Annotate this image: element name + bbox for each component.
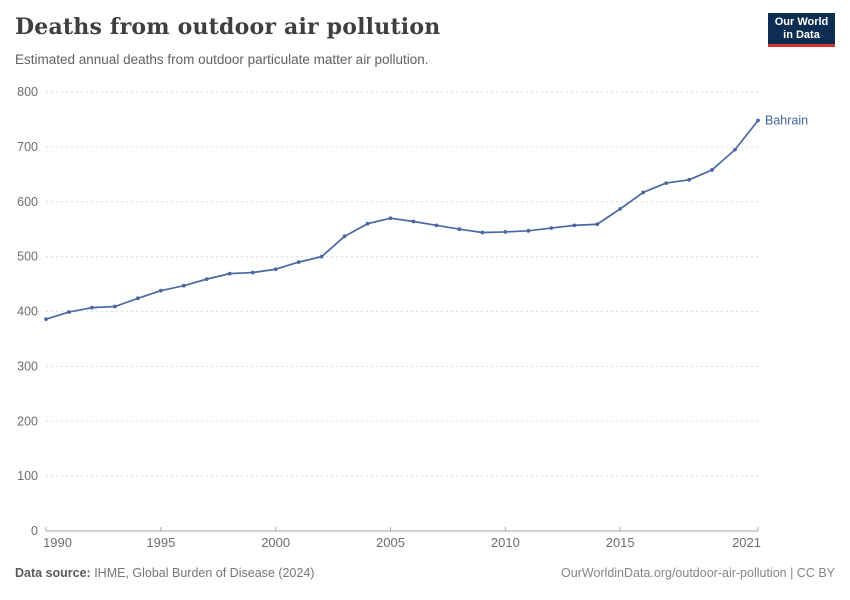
y-tick-label: 700 [17, 140, 38, 154]
data-point[interactable] [595, 222, 600, 227]
x-tick-label: 1995 [146, 535, 175, 550]
x-tick-label: 2010 [491, 535, 520, 550]
y-tick-label: 300 [17, 359, 38, 373]
chart-subtitle: Estimated annual deaths from outdoor par… [15, 52, 429, 67]
y-tick-label: 100 [17, 469, 38, 483]
data-point[interactable] [90, 305, 94, 310]
data-point[interactable] [296, 260, 301, 265]
y-tick-label: 400 [17, 305, 38, 319]
y-tick-label: 800 [17, 85, 38, 99]
data-point[interactable] [756, 118, 760, 123]
data-point[interactable] [618, 206, 623, 211]
data-point[interactable] [181, 283, 186, 288]
data-point[interactable] [113, 304, 117, 309]
data-point[interactable] [664, 181, 669, 185]
chart-footer: Data source: IHME, Global Burden of Dise… [15, 566, 835, 580]
x-tick-label: 1990 [43, 535, 72, 550]
data-source-value: IHME, Global Burden of Disease (2024) [90, 566, 315, 580]
x-tick-label: 2021 [732, 535, 761, 550]
owid-logo-line2: in Data [783, 29, 820, 41]
data-point[interactable] [710, 168, 714, 172]
data-point[interactable] [44, 317, 48, 322]
data-point[interactable] [549, 226, 554, 230]
data-point[interactable] [434, 223, 439, 228]
x-tick-label: 2000 [261, 535, 290, 550]
data-point[interactable] [273, 267, 278, 272]
data-point[interactable] [388, 216, 393, 221]
data-point[interactable] [135, 296, 140, 301]
data-point[interactable] [158, 288, 163, 293]
y-tick-label: 200 [17, 414, 38, 428]
y-tick-label: 600 [17, 195, 38, 209]
x-tick-label: 2005 [376, 535, 405, 550]
owid-url-link[interactable]: OurWorldinData.org/outdoor-air-pollution… [561, 566, 835, 580]
data-source-note: Data source: IHME, Global Burden of Dise… [15, 566, 314, 580]
data-point[interactable] [319, 254, 324, 259]
data-point[interactable] [641, 190, 646, 195]
data-point[interactable] [526, 228, 531, 233]
data-point[interactable] [365, 221, 370, 226]
data-point[interactable] [227, 271, 232, 276]
owid-logo-line1: Our World [774, 16, 829, 28]
owid-logo-box: Our World in Data [768, 13, 835, 44]
owid-logo[interactable]: Our World in Data [768, 13, 835, 47]
data-point[interactable] [457, 227, 462, 232]
y-tick-label: 500 [17, 250, 38, 264]
entity-label[interactable]: Bahrain [765, 114, 808, 128]
data-point[interactable] [480, 230, 485, 235]
data-point[interactable] [67, 310, 71, 314]
data-point[interactable] [204, 277, 209, 282]
page-title: Deaths from outdoor air pollution [15, 14, 441, 40]
data-point[interactable] [342, 234, 347, 239]
data-point[interactable] [250, 270, 255, 275]
y-tick-label: 0 [31, 524, 38, 538]
owid-logo-red-bar [768, 44, 835, 47]
series-line[interactable] [45, 119, 759, 321]
data-point[interactable] [733, 147, 737, 152]
data-point[interactable] [411, 219, 416, 224]
x-tick-label: 2015 [606, 535, 635, 550]
data-point[interactable] [687, 177, 691, 182]
data-source-label: Data source: [15, 566, 91, 580]
data-point[interactable] [572, 223, 577, 228]
data-point[interactable] [503, 230, 508, 234]
